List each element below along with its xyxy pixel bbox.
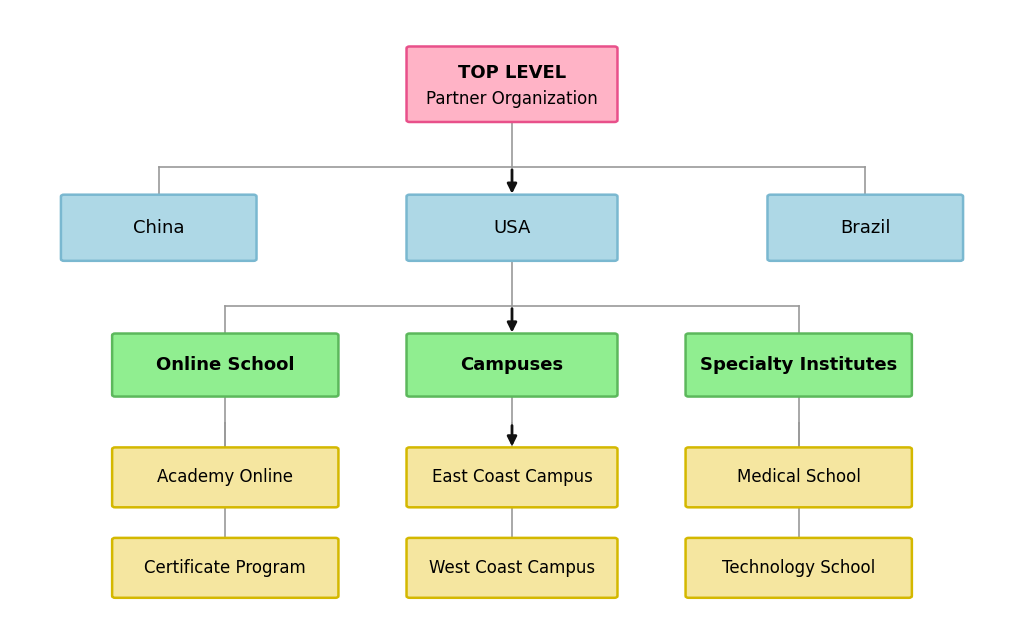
FancyBboxPatch shape bbox=[113, 333, 338, 397]
Text: China: China bbox=[133, 219, 184, 236]
Text: Partner Organization: Partner Organization bbox=[426, 90, 598, 107]
FancyBboxPatch shape bbox=[686, 538, 911, 598]
Text: East Coast Campus: East Coast Campus bbox=[431, 469, 593, 486]
FancyBboxPatch shape bbox=[407, 47, 617, 122]
FancyBboxPatch shape bbox=[407, 333, 617, 397]
Text: Technology School: Technology School bbox=[722, 559, 876, 577]
FancyBboxPatch shape bbox=[113, 538, 338, 598]
Text: USA: USA bbox=[494, 219, 530, 236]
Text: Brazil: Brazil bbox=[840, 219, 891, 236]
Text: Specialty Institutes: Specialty Institutes bbox=[700, 356, 897, 374]
Text: TOP LEVEL: TOP LEVEL bbox=[458, 64, 566, 82]
Text: Medical School: Medical School bbox=[737, 469, 860, 486]
FancyBboxPatch shape bbox=[113, 447, 338, 507]
FancyBboxPatch shape bbox=[407, 538, 617, 598]
FancyBboxPatch shape bbox=[407, 447, 617, 507]
FancyBboxPatch shape bbox=[407, 195, 617, 261]
Text: West Coast Campus: West Coast Campus bbox=[429, 559, 595, 577]
Text: Online School: Online School bbox=[156, 356, 295, 374]
FancyBboxPatch shape bbox=[768, 195, 963, 261]
FancyBboxPatch shape bbox=[61, 195, 256, 261]
Text: Academy Online: Academy Online bbox=[158, 469, 293, 486]
Text: Certificate Program: Certificate Program bbox=[144, 559, 306, 577]
Text: Campuses: Campuses bbox=[461, 356, 563, 374]
FancyBboxPatch shape bbox=[686, 447, 911, 507]
FancyBboxPatch shape bbox=[686, 333, 911, 397]
